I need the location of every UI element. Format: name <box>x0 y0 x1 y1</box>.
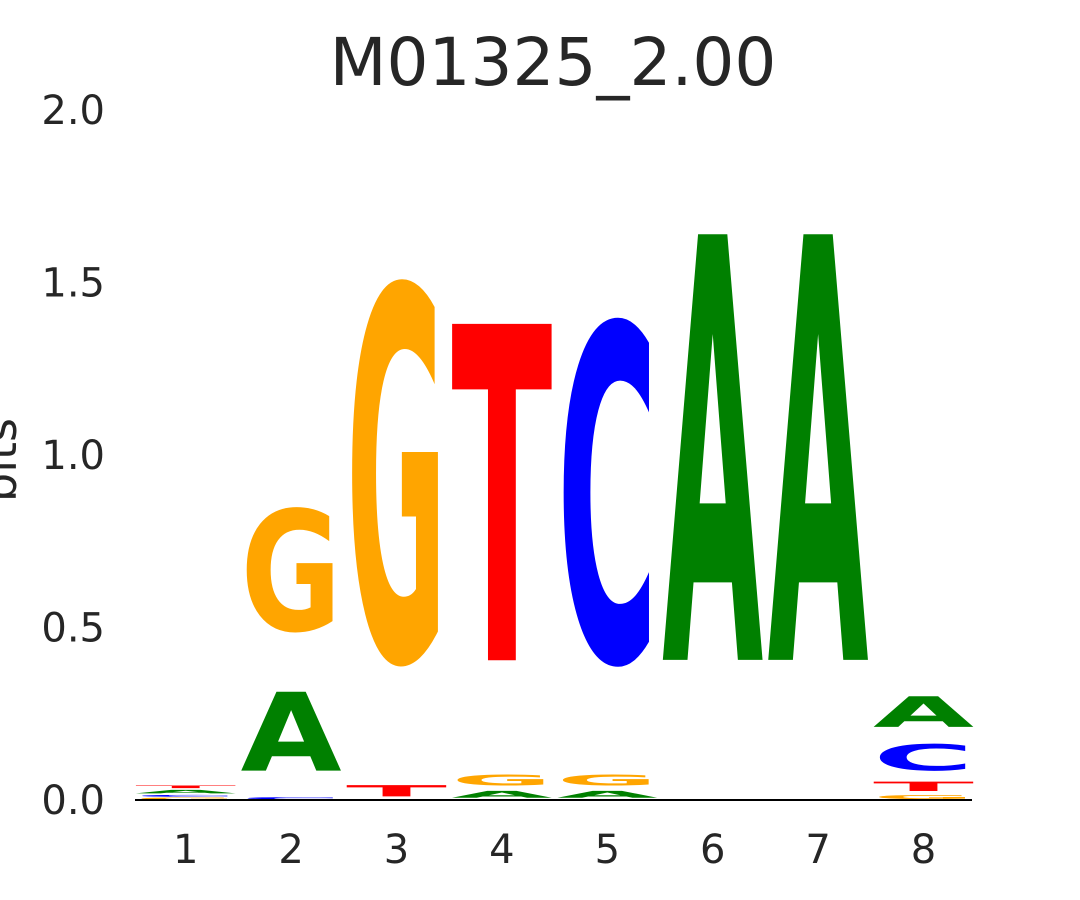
logo-letter-C-pos8: C <box>873 737 974 779</box>
y-tick-label: 1.5 <box>41 261 105 307</box>
logo-letter-G-pos8: G <box>873 794 974 800</box>
x-tick-label: 8 <box>911 827 936 873</box>
x-tick-label: 2 <box>278 827 303 873</box>
logo-letter-T-pos8: T <box>873 779 974 794</box>
y-tick-label: 0.0 <box>41 778 105 824</box>
logo-letter-A-pos5: A <box>557 789 659 800</box>
logo-letter-C-pos5: C <box>557 233 658 770</box>
logo-letter-C-pos2: C <box>241 797 342 800</box>
y-tick-label: 0.5 <box>41 606 105 652</box>
logo-letter-A-pos2: A <box>241 671 342 796</box>
logo-letter-A-pos6: A <box>662 117 764 797</box>
logo-letter-A-pos8: A <box>873 688 974 737</box>
y-axis-label: bits <box>0 418 27 502</box>
x-tick-label: 1 <box>173 827 198 873</box>
logo-letter-T-pos1: T <box>135 785 236 789</box>
y-tick-label: 2.0 <box>41 88 105 134</box>
logo-letter-A-pos7: A <box>768 117 870 797</box>
logo-letter-T-pos4: T <box>451 232 553 769</box>
logo-letter-G-pos3: G <box>346 183 447 780</box>
logo-letter-T-pos3: T <box>346 782 447 800</box>
logo-letter-C-pos1: C <box>135 794 236 797</box>
x-tick-label: 6 <box>700 827 725 873</box>
x-tick-label: 7 <box>805 827 830 873</box>
x-tick-label: 3 <box>384 827 409 873</box>
logo-letter-A-pos4: A <box>451 789 553 800</box>
x-tick-label: 4 <box>489 827 514 873</box>
y-tick-label: 1.0 <box>41 433 105 479</box>
chart-title: M01325_2.00 <box>330 24 777 101</box>
logo-letter-G-pos5: G <box>557 771 658 789</box>
x-tick-label: 5 <box>595 827 620 873</box>
logo-letter-G-pos1: G <box>135 797 236 800</box>
logo-letter-G-pos4: G <box>451 771 552 789</box>
logo-letter-G-pos2: G <box>241 478 342 670</box>
logo-letter-A-pos1: A <box>135 789 236 795</box>
